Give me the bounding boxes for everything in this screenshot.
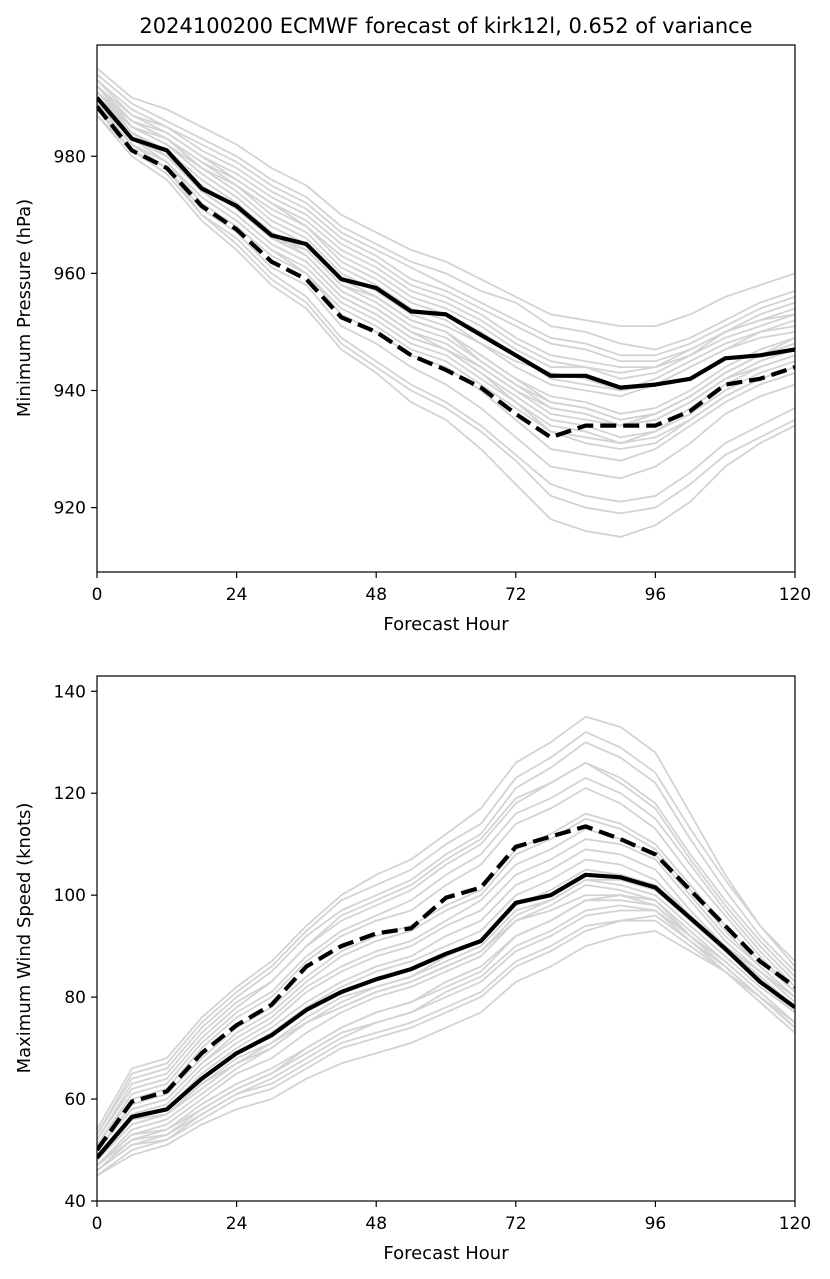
wind-y-tick-label: 40 <box>64 1192 86 1212</box>
wind-x-tick-label: 48 <box>365 1214 387 1234</box>
pressure-ensemble-member-line <box>97 85 795 363</box>
wind-ensemble-member-line <box>97 715 795 1131</box>
wind-x-ticks: 0 24 48 72 96 120 <box>92 1201 811 1234</box>
pressure-ensemble-member-line <box>97 73 795 351</box>
wind-ensemble-member-line <box>97 904 795 1167</box>
pressure-y-tick-label: 960 <box>54 264 86 284</box>
wind-x-tick-label: 72 <box>505 1214 527 1234</box>
pressure-y-tick-label: 980 <box>54 147 86 167</box>
pressure-x-tick-label: 24 <box>226 585 248 605</box>
pressure-ensemble-member-line <box>97 108 795 445</box>
wind-ensemble-member-line <box>97 812 795 1151</box>
wind-ensemble-member-line <box>97 828 795 1151</box>
pressure-y-axis-label: Minimum Pressure (hPa) <box>14 199 35 417</box>
wind-ensemble-member-line <box>97 884 795 1166</box>
pressure-dashed-line <box>97 105 795 440</box>
pressure-x-tick-label: 96 <box>645 585 667 605</box>
pressure-plot-frame <box>96 44 796 573</box>
chart-title: 2024100200 ECMWF forecast of kirk12l, 0.… <box>139 14 752 38</box>
pressure-solid-line <box>97 96 795 390</box>
wind-ensemble-member-line <box>97 741 795 1136</box>
pressure-ensemble-member-line <box>97 103 795 480</box>
wind-ensemble-member-line <box>97 930 795 1177</box>
wind-x-tick-label: 24 <box>226 1214 248 1234</box>
wind-y-tick-label: 80 <box>64 988 86 1008</box>
pressure-y-tick-label: 940 <box>54 381 86 401</box>
wind-ensemble-member-line <box>97 777 795 1146</box>
wind-x-axis-label: Forecast Hour <box>383 1243 509 1264</box>
pressure-x-tick-label: 0 <box>92 585 103 605</box>
wind-ensemble-member-line <box>97 761 795 1141</box>
wind-ensemble-member-line <box>97 919 795 1172</box>
pressure-ensemble-member-line <box>97 85 795 369</box>
pressure-chart-panel: 2024100200 ECMWF forecast of kirk12l, 0.… <box>14 14 811 635</box>
wind-y-tick-label: 100 <box>54 886 86 906</box>
wind-ensemble-member-line <box>97 879 795 1161</box>
pressure-ensemble-member-line <box>97 85 795 421</box>
pressure-y-tick-label: 920 <box>54 499 86 519</box>
wind-chart-panel: 0 24 48 72 96 120 40 60 80 100 120 140 Forecast Ho… <box>14 675 811 1264</box>
pressure-y-ticks: 920 940 960 980 <box>54 147 97 519</box>
wind-ensemble-member-line <box>97 838 795 1156</box>
wind-ensemble-member-line <box>97 894 795 1161</box>
pressure-summary-lines <box>97 96 795 440</box>
wind-ensemble-member-line <box>97 731 795 1136</box>
wind-x-tick-label: 96 <box>645 1214 667 1234</box>
pressure-x-tick-label: 48 <box>365 585 387 605</box>
pressure-ensemble-member-line <box>97 79 795 357</box>
wind-ensemble-member-line <box>97 761 795 1141</box>
wind-ensemble-member-line <box>97 787 795 1146</box>
pressure-ensemble-member-line <box>97 97 795 439</box>
pressure-x-tick-label: 120 <box>779 585 811 605</box>
pressure-ensemble-member-line <box>97 79 795 380</box>
wind-solid-line <box>97 872 795 1160</box>
wind-y-tick-label: 140 <box>54 682 86 702</box>
pressure-x-tick-label: 72 <box>505 585 527 605</box>
wind-y-tick-label: 120 <box>54 784 86 804</box>
pressure-ensemble-member-line <box>97 103 795 462</box>
wind-summary-lines <box>97 824 795 1160</box>
wind-ensemble-lines <box>97 715 795 1177</box>
wind-y-axis-label: Maximum Wind Speed (knots) <box>14 803 35 1074</box>
wind-ensemble-member-line <box>97 914 795 1177</box>
wind-ensemble-member-line <box>97 848 795 1156</box>
pressure-ensemble-member-line <box>97 91 795 392</box>
pressure-ensemble-lines <box>97 67 795 538</box>
pressure-ensemble-member-line <box>97 108 795 503</box>
wind-dashed-line <box>97 824 795 1152</box>
pressure-x-axis-label: Forecast Hour <box>383 614 509 635</box>
pressure-ensemble-member-line <box>97 114 795 538</box>
wind-x-tick-label: 0 <box>92 1214 103 1234</box>
pressure-ensemble-member-line <box>97 114 795 515</box>
pressure-ensemble-member-line <box>97 67 795 328</box>
wind-y-ticks: 40 60 80 100 120 140 <box>54 682 97 1212</box>
wind-plot-frame <box>96 675 796 1202</box>
pressure-x-ticks: 0 24 48 72 96 120 <box>92 572 811 605</box>
wind-x-tick-label: 120 <box>779 1214 811 1234</box>
pressure-ensemble-member-line <box>97 97 795 374</box>
wind-y-tick-label: 60 <box>64 1090 86 1110</box>
